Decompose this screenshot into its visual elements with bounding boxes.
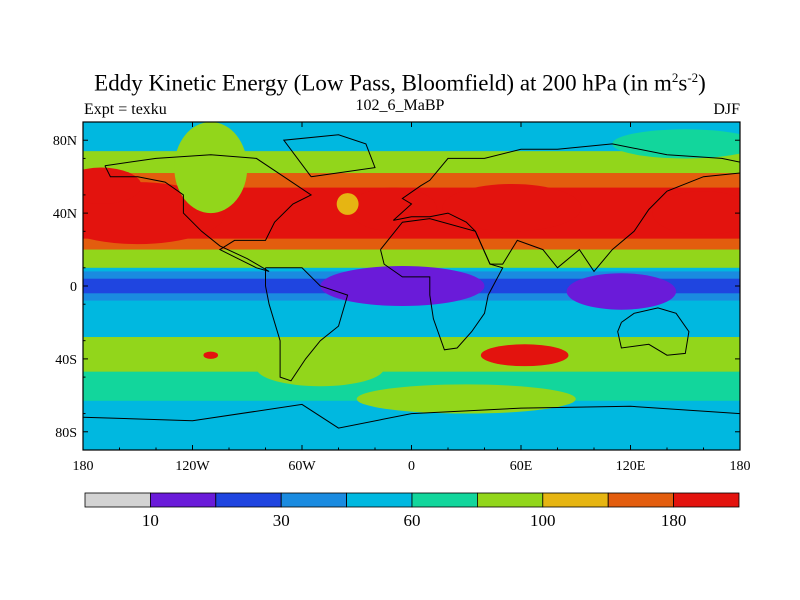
x-tick-label-2: 60W	[288, 459, 316, 474]
season-label: DJF	[713, 101, 740, 118]
field-feature-6	[203, 351, 219, 359]
field-feature-1	[83, 167, 142, 204]
field-feature-11	[336, 193, 359, 215]
coastline-1	[265, 267, 349, 382]
colorbar-box-4	[346, 492, 413, 508]
chart-title: Eddy Kinetic Energy (Low Pass, Bloomfiel…	[94, 70, 706, 96]
field-band-6	[83, 337, 740, 374]
x-tick-label-0: 180	[73, 459, 94, 474]
x-tick-label-4: 60E	[510, 459, 533, 474]
field-feature-14	[612, 129, 740, 159]
y-tick-label-2: 0	[70, 280, 77, 295]
run-label: 102_6_MaBP	[355, 97, 445, 114]
colorbar: 10 30 60 100 180	[84, 492, 740, 530]
colorbar-box-9	[673, 492, 740, 508]
field-feature-4	[652, 191, 740, 235]
y-tick-label-4: 80S	[55, 426, 77, 441]
field-feature-8	[320, 265, 485, 307]
y-tick-label-0: 80N	[53, 134, 77, 149]
field-feature-5	[480, 344, 569, 367]
y-tick-label-3: 40S	[55, 353, 77, 368]
field-feature-13	[256, 349, 385, 387]
coastline-4	[617, 307, 690, 356]
field-band-3	[83, 249, 740, 268]
colorbar-box-3	[280, 492, 348, 508]
colorbar-label-4: 180	[661, 511, 687, 530]
coastline-5	[282, 134, 376, 178]
x-tick-label-3: 0	[408, 459, 415, 474]
field-feature-9	[566, 273, 677, 310]
coastlines	[83, 134, 740, 429]
eddy-kinetic-energy-field	[83, 122, 740, 450]
coastline-3	[380, 218, 504, 351]
y-tick-label-1: 40N	[53, 207, 77, 222]
experiment-label: Expt = texku	[84, 101, 167, 118]
field-feature-10	[174, 122, 248, 214]
colorbar-box-6	[476, 492, 544, 508]
colorbar-box-1	[149, 492, 217, 508]
colorbar-label-2: 60	[404, 511, 421, 530]
colorbar-label-1: 30	[273, 511, 290, 530]
x-tick-label-5: 120E	[616, 459, 646, 474]
colorbar-label-0: 10	[142, 511, 159, 530]
x-tick-label-1: 120W	[175, 459, 210, 474]
colorbar-box-0	[84, 492, 151, 508]
coastline-6	[83, 403, 740, 429]
colorbar-box-2	[215, 492, 282, 508]
colorbar-label-3: 100	[530, 511, 556, 530]
colorbar-box-7	[542, 492, 609, 508]
x-tick-label-6: 180	[730, 459, 751, 474]
colorbar-box-5	[411, 492, 478, 508]
field-feature-3	[442, 183, 582, 232]
coastline-0	[104, 154, 313, 272]
colorbar-box-8	[607, 492, 675, 508]
field-feature-12	[356, 384, 576, 414]
axis-ticks: 180 120W 60W 0 60E 120E 180 80N 40N 0 40S 80S	[53, 121, 751, 474]
field-feature-2	[349, 187, 438, 232]
